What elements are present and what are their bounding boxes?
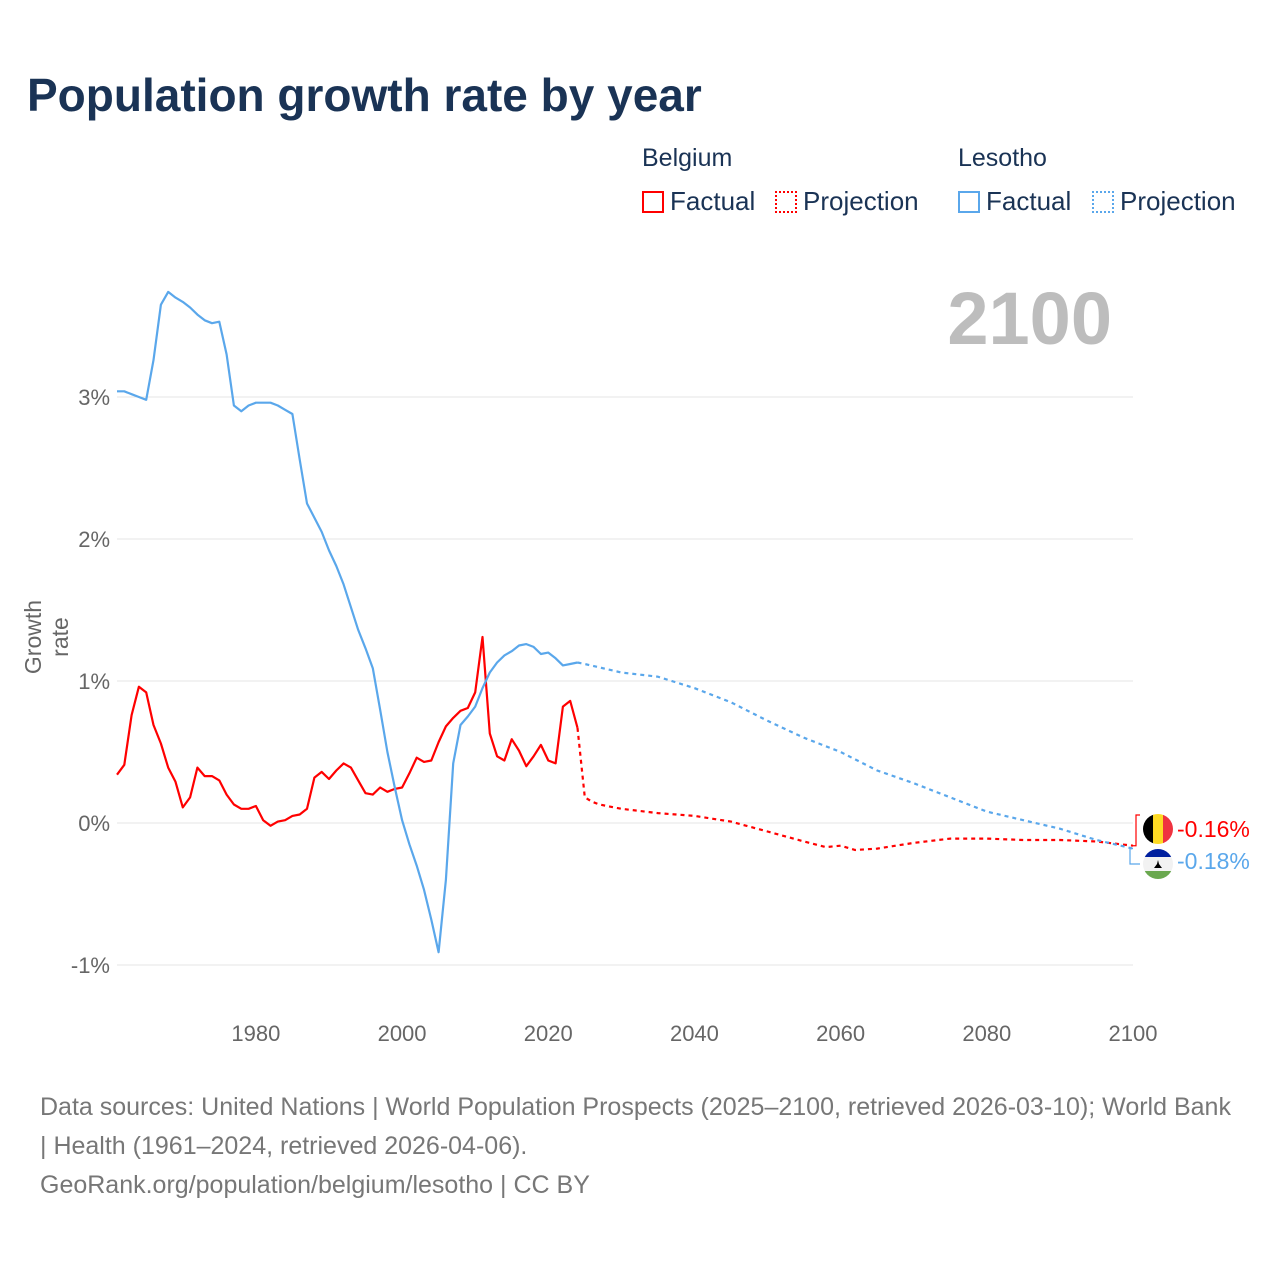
data-sources: Data sources: United Nations | World Pop… [40,1093,1231,1160]
legend-swatch-dotted [775,190,797,213]
x-tick-label: 2080 [962,1021,1011,1046]
end-value-label-belgium: -0.16% [1177,816,1250,842]
legend-swatch-solid [642,190,664,213]
series-line-lesotho-projection[interactable] [577,661,1134,850]
x-tick-label: 2040 [670,1021,719,1046]
legend-group-belgium: Belgium [642,144,733,172]
series-line-lesotho-factual[interactable] [117,290,578,954]
credit-link[interactable]: GeoRank.org/population/belgium/lesotho |… [40,1171,590,1199]
legend-label: Projection [803,186,919,216]
chart-title: Population growth rate by year [27,69,702,121]
series-line-belgium-projection[interactable] [576,727,1134,852]
legend-swatch-dotted [1092,190,1114,213]
y-tick-label: 1% [78,669,110,694]
belgium-flag-icon [1143,814,1173,844]
end-connector [1133,814,1140,847]
x-tick-label: 2020 [524,1021,573,1046]
legend-label: Factual [670,186,756,216]
x-tick-label: 2100 [1109,1021,1158,1046]
lesotho-flag-icon [1143,849,1173,879]
y-tick-label: 2% [78,527,110,552]
x-tick-label: 2000 [378,1021,427,1046]
legend-label: Projection [1120,186,1236,216]
x-tick-label: 2060 [816,1021,865,1046]
end-connector [1129,847,1140,865]
current-year-label: 2100 [947,277,1112,360]
y-tick-label: 0% [78,811,110,836]
series-line-belgium-factual[interactable] [116,635,579,827]
legend-belgium-projection[interactable]: Projection [775,186,919,217]
y-tick-label: -1% [71,953,110,978]
y-tick-label: 3% [78,385,110,410]
legend-lesotho-projection[interactable]: Projection [1092,186,1236,217]
legend-label: Factual [986,186,1072,216]
legend-swatch-solid [958,190,980,213]
x-tick-label: 1980 [231,1021,280,1046]
legend-belgium-factual[interactable]: Factual [642,186,755,217]
legend-lesotho-factual[interactable]: Factual [958,186,1071,217]
end-value-label-lesotho: -0.18% [1177,848,1250,874]
footer: Data sources: United Nations | World Pop… [40,1088,1240,1205]
legend-group-lesotho: Lesotho [958,144,1047,172]
